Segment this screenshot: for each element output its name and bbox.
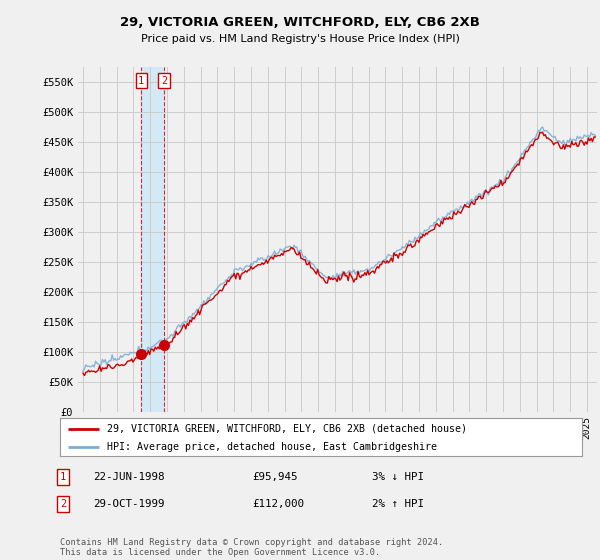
Text: £95,945: £95,945 bbox=[252, 472, 298, 482]
Text: 1: 1 bbox=[60, 472, 66, 482]
Text: 2% ↑ HPI: 2% ↑ HPI bbox=[372, 499, 424, 509]
Text: 22-JUN-1998: 22-JUN-1998 bbox=[93, 472, 164, 482]
Text: 2: 2 bbox=[161, 76, 167, 86]
Text: 29, VICTORIA GREEN, WITCHFORD, ELY, CB6 2XB (detached house): 29, VICTORIA GREEN, WITCHFORD, ELY, CB6 … bbox=[107, 424, 467, 434]
Text: 29, VICTORIA GREEN, WITCHFORD, ELY, CB6 2XB: 29, VICTORIA GREEN, WITCHFORD, ELY, CB6 … bbox=[120, 16, 480, 29]
Text: 3% ↓ HPI: 3% ↓ HPI bbox=[372, 472, 424, 482]
Text: Price paid vs. HM Land Registry's House Price Index (HPI): Price paid vs. HM Land Registry's House … bbox=[140, 34, 460, 44]
Text: 1: 1 bbox=[138, 76, 145, 86]
Text: 2: 2 bbox=[60, 499, 66, 509]
Text: Contains HM Land Registry data © Crown copyright and database right 2024.
This d: Contains HM Land Registry data © Crown c… bbox=[60, 538, 443, 557]
Text: HPI: Average price, detached house, East Cambridgeshire: HPI: Average price, detached house, East… bbox=[107, 442, 437, 452]
Text: £112,000: £112,000 bbox=[252, 499, 304, 509]
Bar bbox=[142, 67, 164, 412]
Text: 29-OCT-1999: 29-OCT-1999 bbox=[93, 499, 164, 509]
